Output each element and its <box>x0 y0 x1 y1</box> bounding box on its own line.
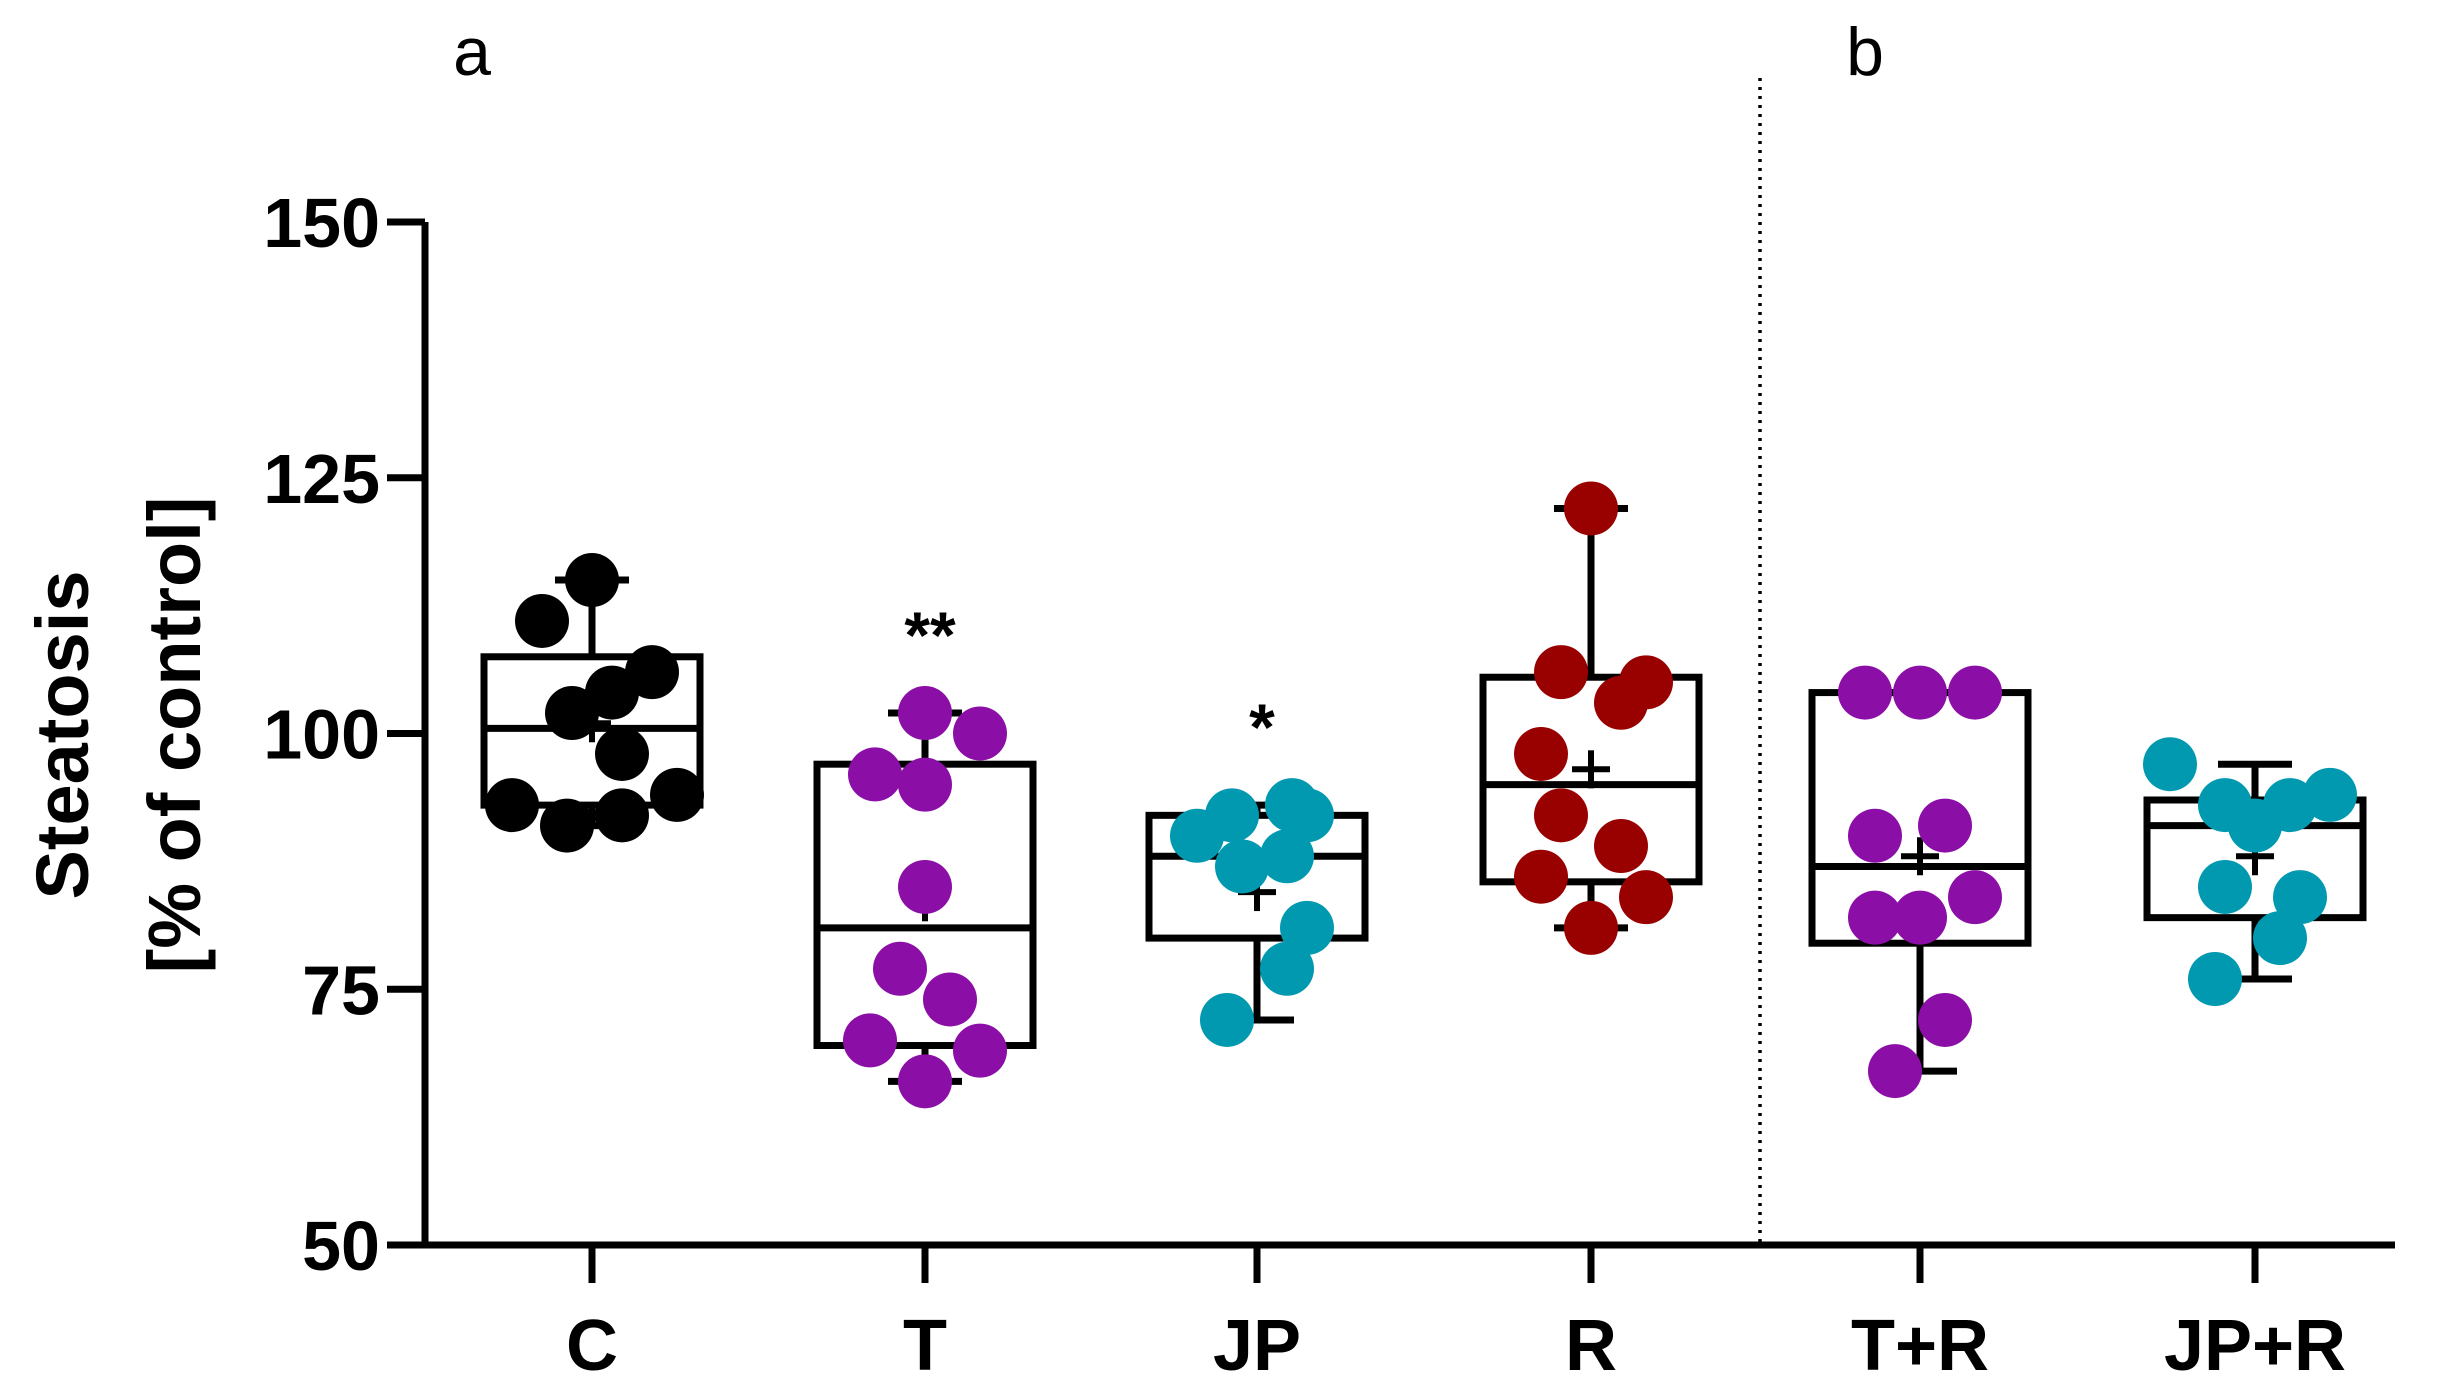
data-point-c-6 <box>595 726 649 781</box>
box-iqr-r <box>1479 673 1703 886</box>
y-tick-label-75: 75 <box>302 951 380 1029</box>
data-point-r-10 <box>1564 900 1618 955</box>
data-point-t-10 <box>898 1054 952 1109</box>
data-point-t-7 <box>923 972 977 1027</box>
points-r <box>1514 481 1673 955</box>
data-point-jp-4 <box>1170 808 1224 863</box>
data-point-jp-6 <box>1215 839 1269 894</box>
data-point-jp-plus-r-4 <box>2303 767 2357 822</box>
data-point-jp-plus-r-6 <box>2198 859 2252 914</box>
data-point-t-plus-r-2 <box>1893 665 1947 720</box>
data-point-t-2 <box>953 706 1007 761</box>
data-point-t-3 <box>848 747 902 802</box>
data-point-t-1 <box>898 686 952 741</box>
data-point-jp-5 <box>1260 829 1314 884</box>
significance-t: ** <box>904 598 956 672</box>
y-axis-title-line1: Steatosis <box>21 570 104 899</box>
data-point-t-6 <box>873 941 927 996</box>
data-point-r-1 <box>1564 481 1618 536</box>
y-axis-title: Steatosis [% of control] <box>21 497 216 974</box>
data-point-jp-plus-r-9 <box>2188 952 2242 1007</box>
points-t-plus-r <box>1838 665 2002 1099</box>
data-point-c-5 <box>545 686 599 741</box>
data-point-t-plus-r-4 <box>1848 808 1902 863</box>
data-point-r-8 <box>1514 849 1568 904</box>
box-group-r <box>1479 504 1703 932</box>
x-category-label-jp: JP <box>1213 1306 1301 1386</box>
data-point-jp-plus-r-7 <box>2273 870 2327 925</box>
data-point-c-2 <box>515 593 569 648</box>
y-tick-label-100: 100 <box>263 696 380 774</box>
data-point-jp-plus-r-8 <box>2253 911 2307 966</box>
significance-jp: * <box>1249 690 1275 764</box>
points-jp <box>1170 778 1334 1047</box>
data-point-t-plus-r-3 <box>1948 665 2002 720</box>
data-point-jp-3 <box>1280 788 1334 843</box>
data-point-c-9 <box>540 798 594 853</box>
y-tick-label-50: 50 <box>302 1207 380 1285</box>
data-point-t-plus-r-1 <box>1838 665 1892 720</box>
data-point-t-9 <box>953 1023 1007 1078</box>
data-point-jp-plus-r-5 <box>2228 798 2282 853</box>
data-point-jp-8 <box>1260 941 1314 996</box>
data-point-r-5 <box>1514 726 1568 781</box>
data-point-t-plus-r-7 <box>1848 890 1902 945</box>
x-category-label-t-plus-r: T+R <box>1851 1306 1989 1386</box>
y-tick-label-125: 125 <box>263 440 380 518</box>
points-t <box>843 686 1007 1109</box>
data-point-c-10 <box>595 788 649 843</box>
data-point-t-8 <box>843 1013 897 1068</box>
data-point-t-plus-r-6 <box>1948 870 2002 925</box>
data-point-c-3 <box>625 645 679 700</box>
points-c <box>485 553 704 853</box>
data-point-t-plus-r-8 <box>1893 890 1947 945</box>
data-point-r-2 <box>1534 645 1588 700</box>
x-category-label-t: T <box>903 1306 947 1386</box>
data-point-t-plus-r-5 <box>1918 798 1972 853</box>
data-point-r-4 <box>1594 675 1648 730</box>
data-point-t-plus-r-9 <box>1918 992 1972 1047</box>
x-category-label-jp-plus-r: JP+R <box>2164 1306 2346 1386</box>
data-point-c-7 <box>485 778 539 833</box>
data-point-t-5 <box>898 859 952 914</box>
data-point-c-4 <box>585 665 639 720</box>
data-point-c-1 <box>565 553 619 608</box>
data-point-r-9 <box>1619 870 1673 925</box>
y-tick-label-150: 150 <box>263 184 380 262</box>
panel-label-b: b <box>1846 14 1884 90</box>
data-point-jp-7 <box>1280 900 1334 955</box>
y-axis-title-line2: [% of control] <box>133 497 216 974</box>
panel-label-a: a <box>453 14 491 90</box>
data-point-jp-plus-r-1 <box>2143 737 2197 792</box>
x-category-label-r: R <box>1565 1306 1617 1386</box>
data-point-r-7 <box>1594 819 1648 874</box>
data-point-t-plus-r-10 <box>1868 1044 1922 1099</box>
x-category-label-c: C <box>566 1306 618 1386</box>
data-point-jp-9 <box>1200 992 1254 1047</box>
points-jp-plus-r <box>2143 737 2357 1007</box>
data-point-r-6 <box>1534 788 1588 843</box>
data-point-c-8 <box>650 767 704 822</box>
data-point-t-4 <box>898 757 952 812</box>
